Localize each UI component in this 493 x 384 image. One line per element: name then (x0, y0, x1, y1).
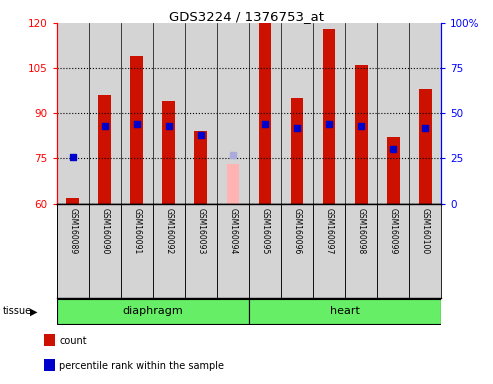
Text: GSM160096: GSM160096 (292, 208, 302, 255)
Bar (249, 23, 281, 204)
Text: GDS3224 / 1376753_at: GDS3224 / 1376753_at (169, 10, 324, 23)
Text: GSM160091: GSM160091 (132, 208, 141, 255)
Text: GSM160098: GSM160098 (356, 208, 366, 255)
Bar (227, 164, 240, 204)
Text: GSM160093: GSM160093 (196, 208, 206, 255)
Text: GSM160089: GSM160089 (68, 208, 77, 255)
Bar (89, 204, 121, 298)
Text: tissue: tissue (2, 306, 32, 316)
Bar (163, 101, 176, 204)
Bar (281, 204, 313, 298)
Bar (355, 65, 368, 204)
Text: GSM160095: GSM160095 (260, 208, 270, 255)
Text: percentile rank within the sample: percentile rank within the sample (59, 361, 224, 371)
Bar (258, 23, 271, 204)
Bar (377, 204, 409, 298)
Bar (130, 56, 143, 204)
Bar (66, 197, 79, 204)
Text: GSM160100: GSM160100 (421, 208, 430, 255)
Bar (98, 95, 111, 204)
Text: count: count (59, 336, 87, 346)
Bar (194, 131, 207, 204)
Bar (57, 23, 89, 204)
Bar (153, 204, 185, 298)
Bar (217, 204, 249, 298)
Text: diaphragm: diaphragm (122, 306, 183, 316)
Bar (322, 29, 335, 204)
Bar (249, 299, 441, 324)
Bar (345, 204, 377, 298)
Text: GSM160097: GSM160097 (324, 208, 334, 255)
Bar (281, 23, 313, 204)
Text: heart: heart (330, 306, 360, 316)
Bar (345, 23, 377, 204)
Bar (313, 204, 345, 298)
Bar (185, 204, 217, 298)
Bar (387, 137, 399, 204)
Text: GSM160092: GSM160092 (164, 208, 174, 255)
Bar (409, 23, 441, 204)
Bar (89, 23, 121, 204)
Bar (409, 204, 441, 298)
Bar (121, 204, 153, 298)
Text: GSM160094: GSM160094 (228, 208, 238, 255)
Text: ▶: ▶ (30, 306, 37, 316)
Text: GSM160090: GSM160090 (100, 208, 109, 255)
Bar (313, 23, 345, 204)
Bar (57, 299, 249, 324)
Bar (217, 23, 249, 204)
Text: GSM160099: GSM160099 (388, 208, 398, 255)
Bar (57, 204, 89, 298)
Bar (153, 23, 185, 204)
Bar (185, 23, 217, 204)
Bar (121, 23, 153, 204)
Bar (377, 23, 409, 204)
Bar (419, 89, 432, 204)
Bar (291, 98, 304, 204)
Bar (249, 204, 281, 298)
